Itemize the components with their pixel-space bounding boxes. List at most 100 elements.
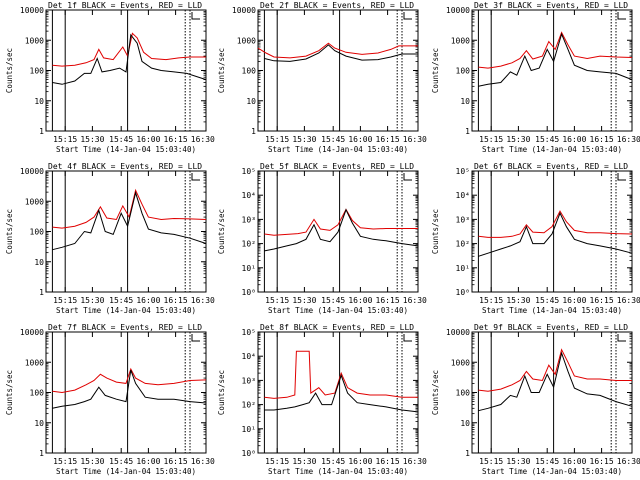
x-tick-label: 15:15 bbox=[479, 135, 503, 144]
events-series-line bbox=[478, 211, 633, 257]
y-tick-label: 100 bbox=[30, 389, 45, 398]
y-axis-label: Counts/sec bbox=[5, 370, 14, 415]
x-tick-label: 15:45 bbox=[535, 296, 559, 305]
x-tick-label: 15:15 bbox=[53, 457, 77, 466]
y-axis-label: Counts/sec bbox=[5, 48, 14, 93]
x-tick-label: 15:30 bbox=[80, 296, 104, 305]
x-tick-label: 15:30 bbox=[506, 135, 530, 144]
x-tick-label: 15:30 bbox=[506, 296, 530, 305]
y-tick-label: 10000 bbox=[446, 328, 470, 337]
x-tick-label: 16:15 bbox=[376, 135, 400, 144]
chart-title: Det 3f BLACK = Events, RED = LLD bbox=[474, 1, 628, 10]
chart-title: Det 9f BLACK = Events, RED = LLD bbox=[474, 323, 628, 332]
x-tick-label: 15:45 bbox=[535, 457, 559, 466]
y-tick-label: 100 bbox=[30, 228, 45, 237]
x-tick-label: 15:30 bbox=[80, 135, 104, 144]
y-tick-label: 10¹ bbox=[242, 264, 256, 273]
chart-panel: Det 4f BLACK = Events, RED = LLD 1 10 100 10… bbox=[5, 162, 215, 315]
y-tick-label: 10⁵ bbox=[242, 167, 256, 176]
x-tick-label: 16:00 bbox=[348, 457, 372, 466]
x-axis-label: Start Time (14-Jan-04 15:03:40) bbox=[482, 306, 622, 315]
y-tick-label: 10⁴ bbox=[242, 191, 256, 200]
x-axis-label: Start Time (14-Jan-04 15:03:40) bbox=[268, 467, 408, 476]
chart-title: Det 2f BLACK = Events, RED = LLD bbox=[260, 1, 414, 10]
y-tick-label: 1 bbox=[465, 127, 470, 136]
y-tick-label: 10³ bbox=[242, 376, 256, 385]
x-axis-label: Start Time (14-Jan-04 15:03:40) bbox=[56, 467, 196, 476]
y-tick-label: 10² bbox=[456, 240, 470, 249]
y-tick-label: 100 bbox=[456, 389, 471, 398]
plot-frame bbox=[471, 331, 633, 454]
x-tick-label: 15:45 bbox=[535, 135, 559, 144]
plot-frame bbox=[45, 331, 207, 454]
y-axis-label: Counts/sec bbox=[431, 209, 440, 254]
x-tick-label: 15:15 bbox=[479, 457, 503, 466]
x-tick-label: 15:15 bbox=[265, 135, 289, 144]
y-axis-label: Counts/sec bbox=[5, 209, 14, 254]
x-tick-label: 15:45 bbox=[109, 457, 133, 466]
events-series-line bbox=[52, 33, 207, 85]
y-tick-label: 10000 bbox=[20, 6, 44, 15]
x-tick-label: 16:00 bbox=[136, 457, 160, 466]
x-tick-label: 16:15 bbox=[590, 296, 614, 305]
x-tick-label: 15:15 bbox=[53, 296, 77, 305]
y-tick-label: 1000 bbox=[25, 358, 44, 367]
x-tick-label: 16:30 bbox=[617, 135, 640, 144]
x-tick-label: 16:30 bbox=[191, 135, 215, 144]
y-tick-label: 10² bbox=[242, 240, 256, 249]
chart-panel: Det 9f BLACK = Events, RED = LLD 1 10 100 10… bbox=[431, 323, 640, 476]
x-tick-label: 16:00 bbox=[562, 457, 586, 466]
y-tick-label: 10⁰ bbox=[242, 449, 256, 458]
x-tick-label: 16:15 bbox=[164, 135, 188, 144]
y-tick-label: 1 bbox=[39, 288, 44, 297]
lld-series-line bbox=[264, 350, 418, 399]
x-axis-label: Start Time (14-Jan-04 15:03:40) bbox=[482, 145, 622, 154]
x-tick-label: 15:30 bbox=[292, 296, 316, 305]
chart-title: Det 5f BLACK = Events, RED = LLD bbox=[260, 162, 414, 171]
y-tick-label: 10⁰ bbox=[456, 288, 470, 297]
y-tick-label: 10 bbox=[34, 97, 44, 106]
plot-frame bbox=[471, 170, 633, 293]
y-tick-label: 10 bbox=[460, 419, 470, 428]
lld-series-line bbox=[264, 208, 418, 236]
chart-panel: Det 6f BLACK = Events, RED = LLD 10⁰ 10¹ 10… bbox=[431, 162, 640, 315]
y-tick-label: 10⁴ bbox=[242, 352, 256, 361]
x-axis-label: Start Time (14-Jan-04 15:03:40) bbox=[268, 306, 408, 315]
x-tick-label: 16:30 bbox=[403, 135, 427, 144]
corner-mark bbox=[191, 12, 200, 20]
corner-mark bbox=[403, 12, 412, 20]
lld-series-line bbox=[478, 31, 633, 69]
x-tick-label: 15:15 bbox=[53, 135, 77, 144]
y-tick-label: 10² bbox=[242, 401, 256, 410]
corner-mark bbox=[191, 334, 200, 342]
y-axis-label: Counts/sec bbox=[217, 48, 226, 93]
x-tick-label: 16:00 bbox=[136, 135, 160, 144]
chart-title: Det 6f BLACK = Events, RED = LLD bbox=[474, 162, 628, 171]
chart-panel: Det 3f BLACK = Events, RED = LLD 1 10 100 10… bbox=[431, 1, 640, 154]
y-tick-label: 10⁵ bbox=[242, 328, 256, 337]
plot-frame bbox=[45, 170, 207, 293]
y-tick-label: 10⁰ bbox=[242, 288, 256, 297]
y-tick-label: 1000 bbox=[25, 36, 44, 45]
y-tick-label: 10000 bbox=[446, 6, 470, 15]
corner-mark bbox=[403, 334, 412, 342]
y-tick-label: 10⁵ bbox=[456, 167, 470, 176]
x-axis-label: Start Time (14-Jan-04 15:03:40) bbox=[56, 306, 196, 315]
x-tick-label: 15:45 bbox=[109, 296, 133, 305]
x-tick-label: 16:00 bbox=[562, 296, 586, 305]
x-tick-label: 16:15 bbox=[590, 135, 614, 144]
events-series-line bbox=[52, 190, 207, 251]
x-tick-label: 16:15 bbox=[164, 296, 188, 305]
x-tick-label: 15:45 bbox=[321, 135, 345, 144]
y-tick-label: 10 bbox=[460, 97, 470, 106]
corner-mark bbox=[617, 12, 626, 20]
y-tick-label: 10¹ bbox=[456, 264, 470, 273]
x-tick-label: 15:15 bbox=[265, 457, 289, 466]
lld-series-line bbox=[478, 210, 633, 238]
events-series-line bbox=[264, 373, 419, 413]
chart-panel: Det 2f BLACK = Events, RED = LLD 1 10 100 10… bbox=[217, 1, 427, 154]
y-axis-label: Counts/sec bbox=[217, 370, 226, 415]
y-tick-label: 10¹ bbox=[242, 425, 256, 434]
x-tick-label: 16:00 bbox=[136, 296, 160, 305]
